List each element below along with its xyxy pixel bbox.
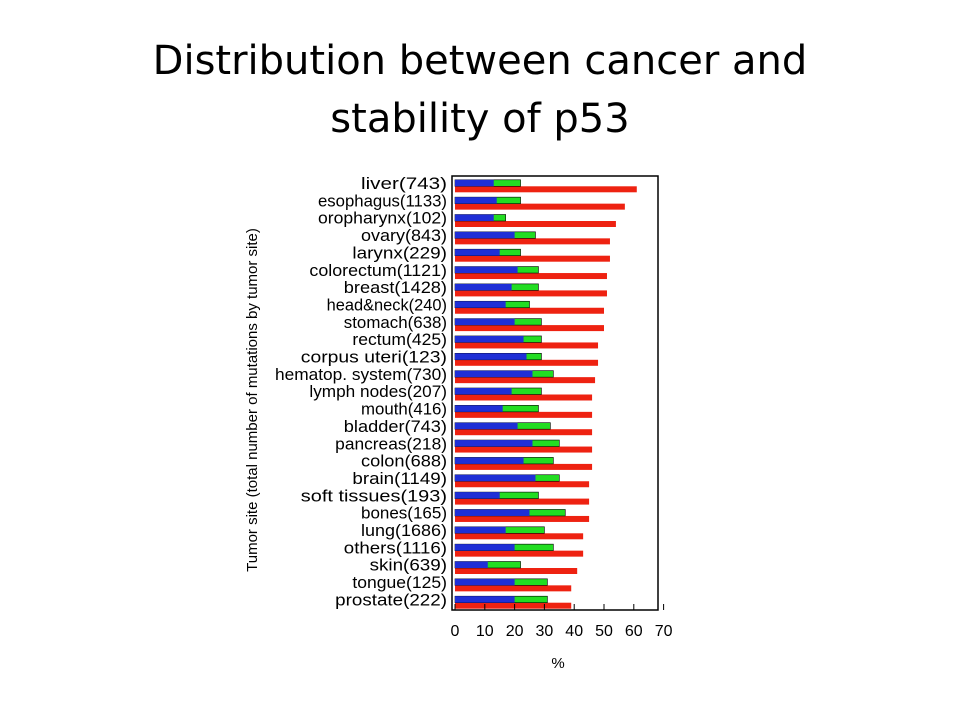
x-axis-ticks: 0 10 20 30 40 50 60 70 <box>451 604 673 640</box>
bar-blue-bones-165 <box>455 509 530 516</box>
slide-title: Distribution between cancer and stabilit… <box>80 32 880 148</box>
bar-red-others-1116 <box>455 550 584 557</box>
bar-blue-bladder-743 <box>455 422 518 430</box>
title-line-2: stability of p53 <box>330 96 630 142</box>
category-label: colorectum(1121) <box>309 261 447 280</box>
bar-red-skin-639 <box>455 568 578 574</box>
category-label: tongue(125) <box>352 573 447 592</box>
bar-blue-corpus-uteri-123 <box>455 353 527 360</box>
bar-red-lymph-nodes-207 <box>455 394 593 401</box>
bar-blue-others-1116 <box>455 544 515 551</box>
bar-blue-breast-1428 <box>455 283 512 291</box>
y-axis-label: Tumor site (total number of mutations by… <box>244 228 261 572</box>
bar-blue-brain-1149 <box>455 474 536 482</box>
bar-blue-hematop-system-730 <box>455 370 533 378</box>
x-tick-label: 20 <box>506 623 524 640</box>
bar-red-lung-1686 <box>455 533 584 540</box>
x-tick-label: 70 <box>655 623 673 640</box>
bar-red-brain-1149 <box>455 481 590 488</box>
category-label: others(1116) <box>344 538 447 557</box>
bar-red-corpus-uteri-123 <box>455 359 599 366</box>
category-label: rectum(425) <box>352 330 447 349</box>
bar-blue-larynx-229 <box>455 249 500 256</box>
category-label: prostate(222) <box>335 590 447 609</box>
bar-blue-ovary-843 <box>455 231 515 239</box>
category-label: soft tissues(193) <box>301 486 447 505</box>
bar-red-liver-743 <box>455 186 637 193</box>
bar-red-prostate-222 <box>455 602 572 609</box>
category-label: oropharynx(102) <box>318 209 447 228</box>
bar-blue-lung-1686 <box>455 526 506 534</box>
bar-red-pancreas-218 <box>455 446 593 453</box>
bar-blue-head-neck-240 <box>455 301 506 308</box>
bar-blue-esophagus-1133 <box>455 197 497 204</box>
x-tick-label: 60 <box>625 623 643 640</box>
bar-red-head-neck-240 <box>455 307 604 314</box>
category-label: mouth(416) <box>361 400 447 419</box>
title-line-1: Distribution between cancer and <box>152 38 808 84</box>
category-labels: liver(743)esophagus(1133)oropharynx(102)… <box>275 174 447 609</box>
category-label: liver(743) <box>361 174 447 193</box>
category-label: bones(165) <box>361 504 447 523</box>
category-label: larynx(229) <box>352 243 447 262</box>
bar-red-mouth-416 <box>455 411 593 418</box>
category-label: head&neck(240) <box>327 295 447 314</box>
category-label: hematop. system(730) <box>275 365 447 384</box>
category-label: brain(1149) <box>352 469 447 488</box>
bars-group <box>454 179 637 609</box>
category-label: pancreas(218) <box>335 434 447 453</box>
bar-blue-soft-tissues-193 <box>455 492 500 499</box>
category-label: lymph nodes(207) <box>309 382 447 401</box>
bar-blue-mouth-416 <box>455 405 503 412</box>
x-tick-label: 30 <box>536 623 554 640</box>
bar-blue-lymph-nodes-207 <box>455 388 512 395</box>
bar-red-ovary-843 <box>455 238 610 245</box>
bar-red-breast-1428 <box>455 290 607 297</box>
x-tick-label: 40 <box>565 623 583 640</box>
category-label: corpus uteri(123) <box>301 348 447 367</box>
category-label: breast(1428) <box>344 278 447 297</box>
bar-blue-rectum-425 <box>455 335 524 343</box>
bar-red-oropharynx-102 <box>455 221 616 227</box>
bar-blue-tongue-125 <box>455 578 515 586</box>
category-label: lung(1686) <box>361 521 447 540</box>
bar-blue-liver-743 <box>455 179 494 187</box>
x-tick-label: 0 <box>451 623 460 640</box>
bar-blue-skin-639 <box>455 561 488 568</box>
bar-blue-stomach-638 <box>455 318 515 326</box>
bar-red-bladder-743 <box>455 429 593 436</box>
bar-blue-oropharynx-102 <box>455 214 494 221</box>
bar-red-soft-tissues-193 <box>455 498 590 505</box>
plot-frame <box>451 175 659 611</box>
x-tick-label: 10 <box>476 623 494 640</box>
bar-blue-prostate-222 <box>455 596 515 603</box>
bar-red-colorectum-1121 <box>455 273 607 280</box>
category-label: stomach(638) <box>344 313 447 332</box>
bar-red-larynx-229 <box>455 255 610 262</box>
bar-blue-colon-688 <box>455 457 524 464</box>
bar-red-rectum-425 <box>455 342 599 349</box>
bar-red-bones-165 <box>455 515 590 522</box>
category-label: bladder(743) <box>344 417 447 436</box>
bar-red-esophagus-1133 <box>455 203 625 210</box>
category-label: colon(688) <box>361 452 447 471</box>
bar-red-colon-688 <box>455 463 593 470</box>
category-label: skin(639) <box>370 556 447 575</box>
category-label: ovary(843) <box>361 226 447 245</box>
bar-blue-colorectum-1121 <box>455 266 518 274</box>
x-tick-label: 50 <box>595 623 613 640</box>
bar-blue-pancreas-218 <box>455 440 533 447</box>
bar-red-stomach-638 <box>455 325 604 332</box>
category-label: esophagus(1133) <box>318 191 447 210</box>
x-axis-label: % <box>551 655 564 672</box>
bar-red-hematop-system-730 <box>455 377 596 384</box>
bar-red-tongue-125 <box>455 585 572 592</box>
